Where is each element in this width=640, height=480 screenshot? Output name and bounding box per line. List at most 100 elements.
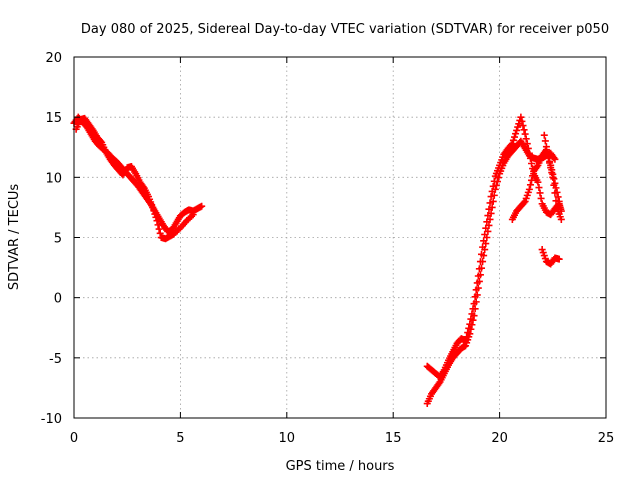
data-point	[472, 286, 480, 294]
data-point	[529, 172, 537, 180]
data-point	[474, 272, 482, 280]
data-point	[469, 305, 477, 313]
data-point	[514, 123, 522, 131]
data-point	[522, 135, 530, 143]
y-tick-label: 15	[45, 111, 62, 126]
data-point	[528, 159, 536, 167]
data-point	[479, 243, 487, 251]
data-point	[520, 126, 528, 134]
data-point	[483, 218, 491, 226]
y-tick-label: 0	[54, 292, 62, 307]
data-point	[525, 185, 533, 193]
y-tick-label: -10	[41, 412, 62, 427]
data-point	[495, 174, 503, 182]
data-point	[482, 224, 490, 232]
x-tick-label: 15	[385, 431, 402, 446]
data-point	[154, 221, 162, 229]
data-point	[476, 258, 484, 266]
y-tick-label: -5	[49, 352, 62, 367]
data-point	[535, 184, 543, 192]
data-point	[547, 164, 555, 172]
data-point	[139, 183, 147, 191]
data-point	[543, 148, 551, 156]
data-point	[518, 117, 526, 125]
data-point	[153, 217, 161, 225]
data-point	[467, 315, 475, 323]
data-point	[508, 140, 516, 148]
data-point	[541, 137, 549, 145]
data-point	[552, 197, 560, 205]
data-point	[545, 154, 553, 162]
data-point	[507, 141, 515, 149]
data-point	[550, 175, 558, 183]
data-point	[520, 199, 528, 207]
data-point	[537, 194, 545, 202]
data-point	[555, 255, 563, 263]
data-point	[492, 181, 500, 189]
data-point	[198, 202, 206, 210]
y-tick-labels: -10 -5 0 5 10 15 20	[41, 51, 62, 427]
data-point	[528, 176, 536, 184]
data-points	[70, 113, 565, 408]
data-point	[536, 189, 544, 197]
data-point	[526, 181, 534, 189]
x-axis-label: GPS time / hours	[286, 459, 395, 474]
data-point	[475, 265, 483, 273]
data-point	[557, 215, 565, 223]
data-point	[554, 193, 562, 201]
data-point	[548, 169, 556, 177]
data-point	[526, 154, 534, 162]
data-point	[517, 113, 525, 121]
data-point	[487, 193, 495, 201]
data-point	[551, 155, 559, 163]
data-point	[523, 140, 531, 148]
data-point	[549, 173, 557, 181]
x-tick-labels: 0 5 10 15 20 25	[70, 431, 614, 446]
y-axis-label: SDTVAR / TECUs	[7, 184, 22, 291]
x-tick-label: 25	[598, 431, 615, 446]
data-point	[486, 199, 494, 207]
data-point	[490, 177, 498, 185]
data-point	[513, 126, 521, 134]
y-tick-label: 10	[45, 171, 62, 186]
grid-lines	[74, 57, 606, 418]
data-point	[509, 136, 517, 144]
data-point	[471, 293, 479, 301]
data-point	[489, 182, 497, 190]
data-point	[510, 133, 518, 141]
data-point	[481, 230, 489, 238]
data-point	[489, 197, 497, 205]
x-tick-label: 0	[70, 431, 78, 446]
data-point	[484, 212, 492, 220]
data-point	[473, 279, 481, 287]
data-point	[512, 130, 520, 138]
data-point	[524, 144, 532, 152]
data-point	[149, 203, 157, 211]
chart-title: Day 080 of 2025, Sidereal Day-to-day VTE…	[81, 22, 609, 37]
x-tick-label: 5	[176, 431, 184, 446]
data-point	[152, 213, 160, 221]
data-point	[462, 337, 470, 345]
data-point	[525, 149, 533, 157]
data-point	[485, 205, 493, 213]
data-point	[189, 211, 197, 219]
data-point	[151, 210, 159, 218]
data-point	[546, 159, 554, 167]
data-point	[521, 130, 529, 138]
data-point	[465, 324, 473, 332]
x-tick-label: 10	[279, 431, 296, 446]
x-tick-label: 20	[491, 431, 508, 446]
data-point	[478, 250, 486, 258]
data-point	[480, 237, 488, 245]
data-point	[534, 178, 542, 186]
data-point	[464, 329, 472, 337]
data-point	[466, 320, 474, 328]
data-point	[435, 379, 443, 387]
data-point	[150, 207, 158, 215]
data-point	[490, 191, 498, 199]
y-tick-label: 20	[45, 51, 62, 66]
axis-ticks	[73, 56, 607, 419]
data-point	[488, 187, 496, 195]
data-point	[519, 122, 527, 130]
